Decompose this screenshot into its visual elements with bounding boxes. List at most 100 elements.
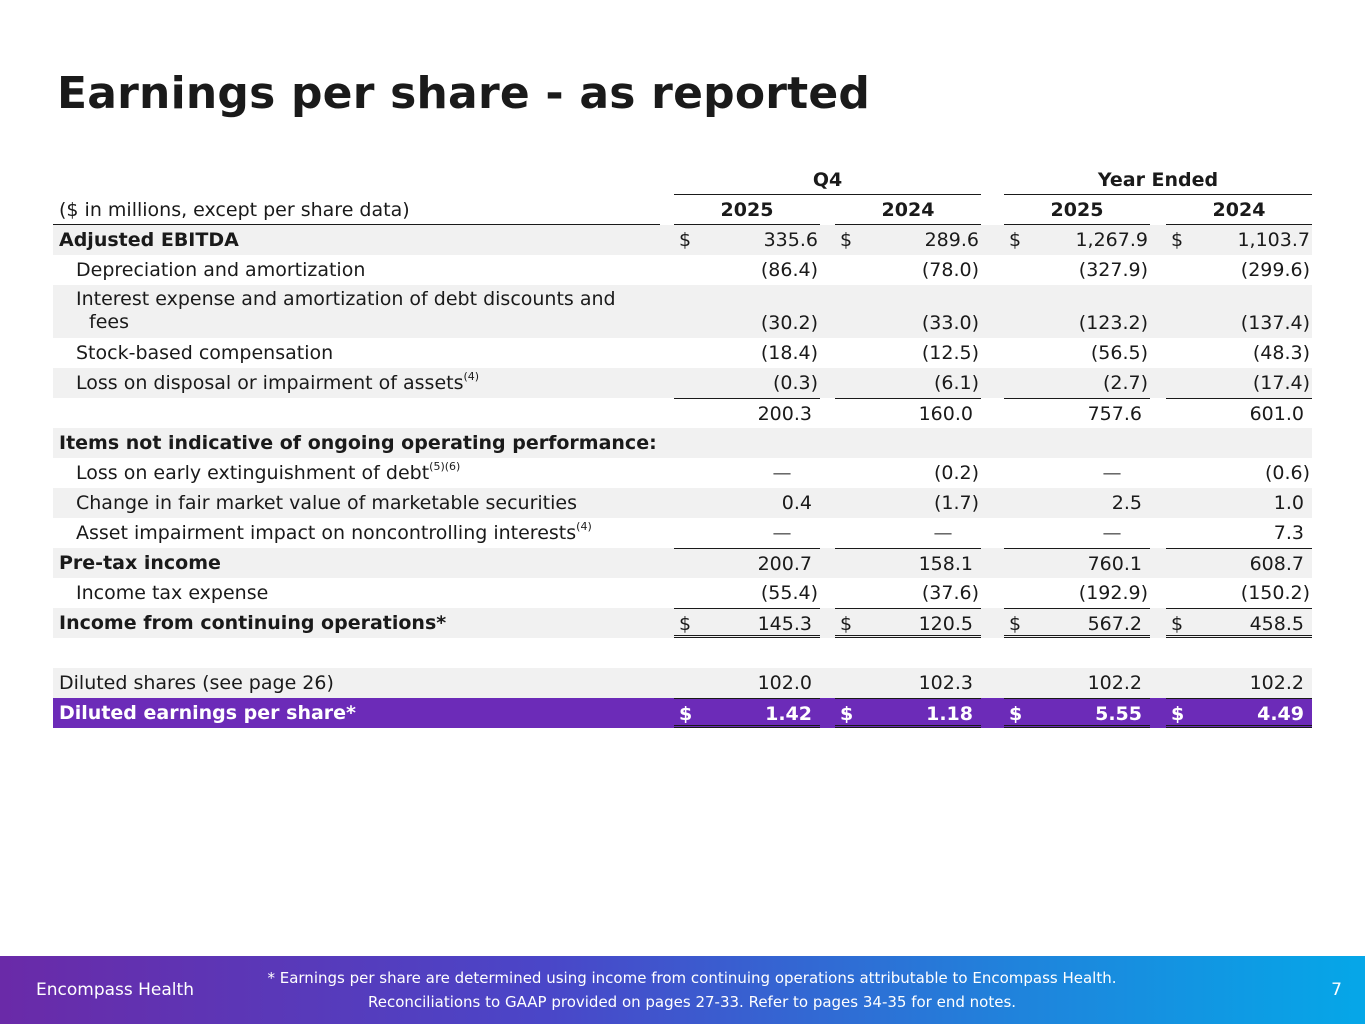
value-cell: 200.3 xyxy=(674,398,820,428)
subtotal-row: 200.3 160.0 757.6 601.0 xyxy=(53,398,1312,428)
value-cell: (78.0) xyxy=(921,259,979,281)
value-cell: (56.5) xyxy=(1090,342,1148,364)
table-row: Asset impairment impact on noncontrollin… xyxy=(53,518,1312,548)
value-cell: — xyxy=(1102,522,1122,544)
row-label: Diluted earnings per share* xyxy=(59,702,356,724)
value-cell: 102.2 xyxy=(1249,672,1304,694)
value-cell: 757.6 xyxy=(1004,398,1150,428)
year-header-ye-2025: 2025 xyxy=(1004,195,1150,225)
value-cell: 102.3 xyxy=(918,672,973,694)
footnote-line-2: Reconciliations to GAAP provided on page… xyxy=(367,993,1017,1011)
brand-name: Encompass Health xyxy=(36,980,194,1000)
value-cell: (299.6) xyxy=(1240,259,1310,281)
value-cell: 102.0 xyxy=(757,672,812,694)
value-cell: (150.2) xyxy=(1240,582,1310,604)
footnote-line-1: * Earnings per share are determined usin… xyxy=(267,969,1117,987)
q4-header: Q4 xyxy=(674,165,981,195)
value-cell: 102.2 xyxy=(1087,672,1142,694)
value-cell: 158.1 xyxy=(835,548,981,578)
footer-bar: Encompass Health * Earnings per share ar… xyxy=(0,956,1365,1024)
value-cell: 760.1 xyxy=(1004,548,1150,578)
value-cell: (0.3) xyxy=(772,372,818,394)
value-cell: — xyxy=(772,522,792,544)
value-cell: (6.1) xyxy=(933,372,979,394)
eps-table: Q4 Year Ended ($ in millions, except per… xyxy=(53,165,1312,728)
value-cell: $120.5 xyxy=(835,608,981,638)
year-header-q4-2025: 2025 xyxy=(674,195,820,225)
section-header-row: Items not indicative of ongoing operatin… xyxy=(53,428,1312,458)
year-header-row: ($ in millions, except per share data) 2… xyxy=(53,195,1312,225)
value-cell: (327.9) xyxy=(1078,259,1148,281)
value-cell: (37.6) xyxy=(921,582,979,604)
value-cell: 7.3 xyxy=(1273,522,1304,544)
highlight-row: Diluted earnings per share* $1.42 $1.18 … xyxy=(53,698,1312,728)
row-label: Asset impairment impact on noncontrollin… xyxy=(76,520,592,544)
value-cell: (48.3) xyxy=(1252,342,1310,364)
year-header-ye-2024: 2024 xyxy=(1166,195,1312,225)
value-cell: (17.4) xyxy=(1252,372,1310,394)
value-cell: 2.5 xyxy=(1111,492,1142,514)
value-cell: $5.55 xyxy=(1004,698,1150,728)
year-ended-header: Year Ended xyxy=(1004,165,1312,195)
value-cell: 0.4 xyxy=(781,492,812,514)
value-cell: (0.6) xyxy=(1264,462,1310,484)
page-number: 7 xyxy=(1331,980,1342,1000)
table-row: Diluted shares (see page 26) 102.0 102.3… xyxy=(53,668,1312,698)
value-cell: 200.7 xyxy=(674,548,820,578)
table-row: Loss on early extinguishment of debt(5)(… xyxy=(53,458,1312,488)
units-label: ($ in millions, except per share data) xyxy=(53,195,660,225)
table-row: Income tax expense (55.4) (37.6) (192.9)… xyxy=(53,578,1312,608)
page-title: Earnings per share - as reported xyxy=(57,68,871,119)
year-header-q4-2024: 2024 xyxy=(835,195,981,225)
row-label: Loss on early extinguishment of debt(5)(… xyxy=(76,460,461,484)
table-row: Pre-tax income 200.7 158.1 760.1 608.7 xyxy=(53,548,1312,578)
value-cell: $1,267.9 xyxy=(1009,229,1148,251)
value-cell: (33.0) xyxy=(921,312,979,334)
value-cell: (0.2) xyxy=(933,462,979,484)
value-cell: — xyxy=(772,462,792,484)
row-label: Depreciation and amortization xyxy=(76,259,366,281)
value-cell: $458.5 xyxy=(1166,608,1312,638)
value-cell: (137.4) xyxy=(1240,312,1310,334)
row-label: Loss on disposal or impairment of assets… xyxy=(76,370,480,394)
value-cell: — xyxy=(1102,462,1122,484)
value-cell: (86.4) xyxy=(760,259,818,281)
row-label: Interest expense and amortization of deb… xyxy=(76,288,616,333)
row-label: Diluted shares (see page 26) xyxy=(59,672,334,694)
spacer-row xyxy=(53,638,1312,668)
row-label: Income tax expense xyxy=(76,582,269,604)
row-label: Stock-based compensation xyxy=(76,342,334,364)
value-cell: 160.0 xyxy=(835,398,981,428)
value-cell: (123.2) xyxy=(1078,312,1148,334)
value-cell: (1.7) xyxy=(933,492,979,514)
value-cell: $1.42 xyxy=(674,698,820,728)
value-cell: $4.49 xyxy=(1166,698,1312,728)
value-cell: $145.3 xyxy=(674,608,820,638)
section-label: Items not indicative of ongoing operatin… xyxy=(59,432,657,454)
table-row: Income from continuing operations* $145.… xyxy=(53,608,1312,638)
table-row: Change in fair market value of marketabl… xyxy=(53,488,1312,518)
value-cell: $289.6 xyxy=(840,229,979,251)
value-cell: (2.7) xyxy=(1102,372,1148,394)
table-row: Loss on disposal or impairment of assets… xyxy=(53,368,1312,398)
table-row: Adjusted EBITDA $335.6 $289.6 $1,267.9 $… xyxy=(53,225,1312,255)
row-label: Change in fair market value of marketabl… xyxy=(76,492,577,514)
value-cell: (55.4) xyxy=(760,582,818,604)
value-cell: (12.5) xyxy=(921,342,979,364)
row-label: Income from continuing operations* xyxy=(59,612,447,634)
group-header-row: Q4 Year Ended xyxy=(53,165,1312,195)
value-cell: $567.2 xyxy=(1004,608,1150,638)
row-label: Adjusted EBITDA xyxy=(59,229,239,251)
table-row: Depreciation and amortization (86.4) (78… xyxy=(53,255,1312,285)
value-cell: (30.2) xyxy=(760,312,818,334)
value-cell: $335.6 xyxy=(679,229,818,251)
table-row: Interest expense and amortization of deb… xyxy=(53,285,1312,338)
value-cell: — xyxy=(933,522,953,544)
value-cell: $1,103.7 xyxy=(1171,229,1310,251)
row-label: Pre-tax income xyxy=(59,552,221,574)
value-cell: (18.4) xyxy=(760,342,818,364)
table-row: Stock-based compensation (18.4) (12.5) (… xyxy=(53,338,1312,368)
value-cell: 1.0 xyxy=(1273,492,1304,514)
value-cell: $1.18 xyxy=(835,698,981,728)
value-cell: 601.0 xyxy=(1166,398,1312,428)
